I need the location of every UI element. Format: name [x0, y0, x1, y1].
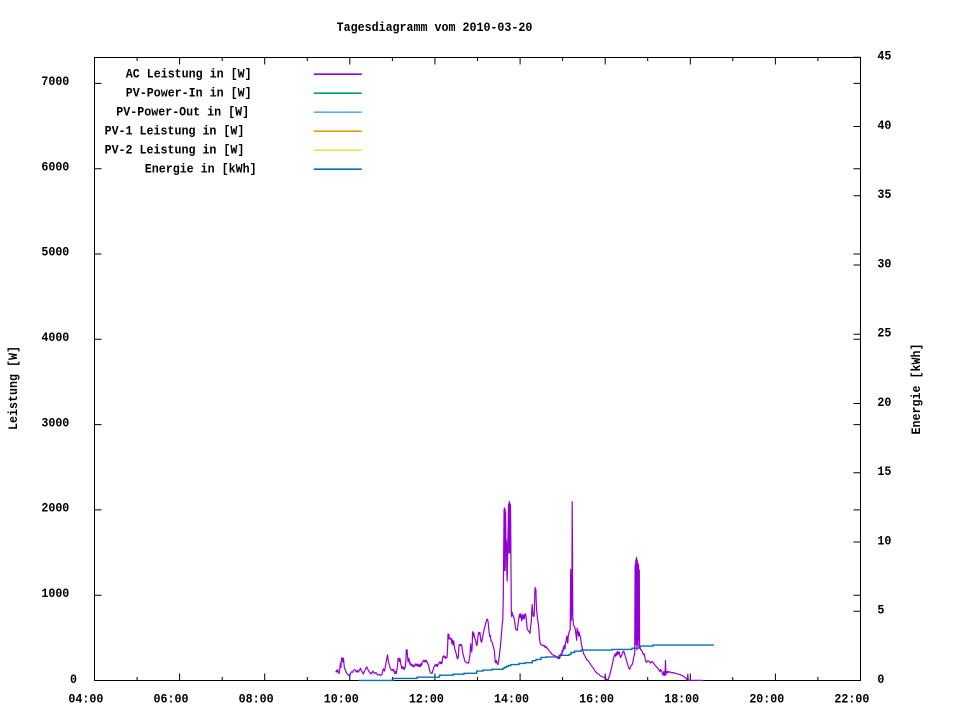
svg-text:30: 30 [877, 257, 891, 272]
svg-text:04:00: 04:00 [68, 692, 103, 707]
svg-text:6000: 6000 [41, 160, 69, 175]
svg-text:5000: 5000 [41, 245, 69, 260]
svg-text:0: 0 [877, 673, 884, 688]
svg-text:22:00: 22:00 [834, 692, 869, 707]
svg-text:10:00: 10:00 [324, 692, 359, 707]
svg-text:3000: 3000 [41, 416, 69, 431]
svg-text:20:00: 20:00 [749, 692, 784, 707]
svg-text:20: 20 [877, 396, 891, 411]
svg-text:PV-2 Leistung in [W]: PV-2 Leistung in [W] [105, 143, 245, 158]
svg-text:7000: 7000 [41, 75, 69, 90]
svg-text:Tagesdiagramm vom 2010-03-20: Tagesdiagramm vom 2010-03-20 [337, 21, 533, 36]
svg-text:06:00: 06:00 [154, 692, 189, 707]
svg-text:Energie in [kWh]: Energie in [kWh] [145, 162, 257, 177]
svg-text:Energie [kWh]: Energie [kWh] [909, 344, 924, 435]
svg-text:35: 35 [877, 188, 891, 203]
svg-text:PV-Power-In in [W]: PV-Power-In in [W] [126, 86, 252, 101]
svg-text:40: 40 [877, 118, 891, 133]
svg-text:5: 5 [877, 603, 884, 618]
svg-text:Leistung [W]: Leistung [W] [7, 346, 22, 430]
svg-text:15: 15 [877, 465, 891, 480]
svg-text:18:00: 18:00 [664, 692, 699, 707]
svg-text:PV-1 Leistung in [W]: PV-1 Leistung in [W] [105, 124, 245, 139]
svg-text:AC Leistung in [W]: AC Leistung in [W] [126, 67, 252, 82]
svg-text:1000: 1000 [41, 587, 69, 602]
svg-text:14:00: 14:00 [494, 692, 529, 707]
svg-text:12:00: 12:00 [409, 692, 444, 707]
svg-text:2000: 2000 [41, 501, 69, 516]
svg-text:0: 0 [70, 672, 77, 687]
svg-text:4000: 4000 [41, 331, 69, 346]
svg-text:08:00: 08:00 [239, 692, 274, 707]
svg-text:16:00: 16:00 [579, 692, 614, 707]
svg-text:10: 10 [877, 534, 891, 549]
svg-text:25: 25 [877, 326, 891, 341]
svg-text:45: 45 [877, 49, 891, 64]
svg-text:PV-Power-Out in [W]: PV-Power-Out in [W] [116, 105, 249, 120]
